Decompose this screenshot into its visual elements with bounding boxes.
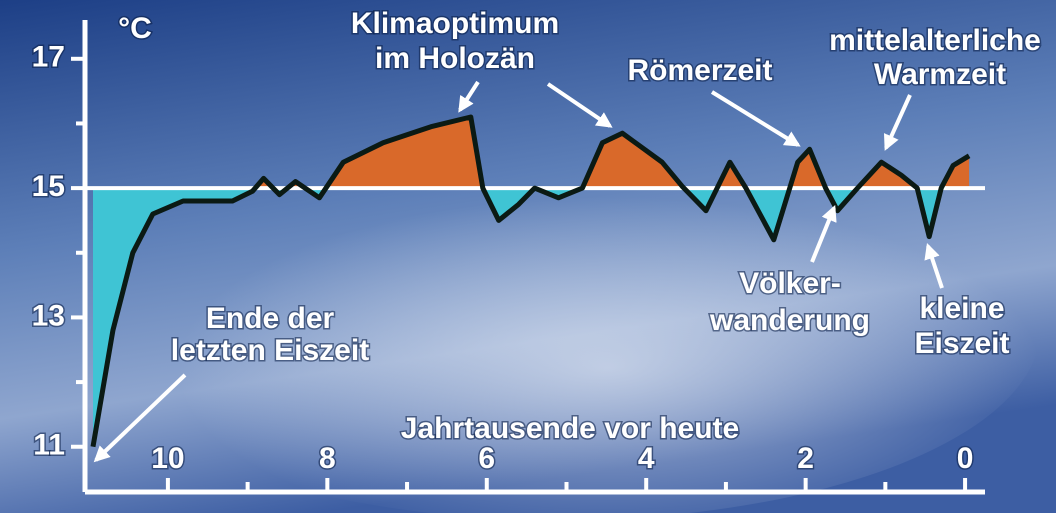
x-tick-label: 4 — [638, 442, 655, 475]
x-tick-label: 10 — [151, 442, 184, 475]
annotation: Klimaoptimum — [351, 7, 559, 40]
y-tick-label: 15 — [32, 170, 65, 203]
y-tick-label: 17 — [32, 41, 65, 74]
annotation: kleine — [919, 292, 1004, 325]
annotation: wanderung — [709, 304, 870, 337]
annotation: letzten Eiszeit — [171, 334, 369, 367]
x-tick-label: 6 — [478, 442, 495, 475]
x-tick-label: 0 — [957, 442, 974, 475]
annotation: Römerzeit — [627, 54, 772, 87]
annotation: im Holozän — [375, 42, 535, 75]
y-tick-label: 11 — [33, 429, 65, 462]
annotation: mittelalterliche — [829, 24, 1041, 57]
x-tick-label: 2 — [797, 442, 814, 475]
annotation: Völker- — [739, 267, 841, 300]
chart: 171513111086420 Klimaoptimum im Holozän … — [0, 0, 1056, 513]
y-tick-label: 13 — [32, 299, 65, 332]
x-tick-label: 8 — [319, 442, 336, 475]
y-axis-label: °C — [118, 12, 152, 45]
annotation: Ende der — [206, 302, 335, 335]
annotation: Eiszeit — [914, 327, 1009, 360]
x-axis-label: Jahrtausende vor heute — [401, 412, 739, 445]
annotation: Warmzeit — [874, 58, 1006, 91]
